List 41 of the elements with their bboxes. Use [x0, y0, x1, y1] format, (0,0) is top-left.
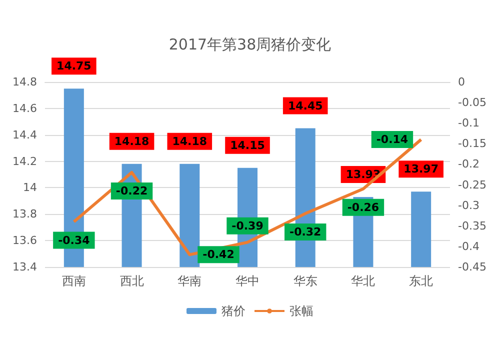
- x-tick-label: 华南: [178, 274, 202, 288]
- data-label: 14.18: [172, 134, 208, 148]
- y-tick-label: 14: [23, 181, 37, 194]
- data-label: 13.97: [404, 162, 438, 176]
- y2-tick-label: -0.05: [458, 96, 486, 110]
- y-tick-label: 14.2: [12, 154, 37, 168]
- y2-tick-label: -0.4: [458, 240, 480, 253]
- x-tick-label: 西南: [62, 274, 86, 288]
- y2-tick-label: -0.3: [458, 198, 480, 212]
- y-tick-label: 13.4: [12, 260, 37, 274]
- x-tick-label: 东北: [409, 274, 434, 288]
- data-label: 14.45: [288, 99, 323, 112]
- data-label: -0.39: [232, 219, 264, 232]
- y-tick-label: 14.6: [12, 102, 37, 115]
- y2-tick-label: -0.25: [458, 178, 486, 192]
- x-tick-label: 华东: [293, 274, 318, 288]
- x-tick-label: 西北: [120, 274, 144, 288]
- data-label: -0.32: [290, 226, 322, 239]
- data-label: -0.34: [58, 234, 90, 247]
- legend-label: 猪价: [222, 304, 246, 318]
- data-label: 14.18: [114, 134, 150, 148]
- chart-title: 2017年第38周猪价变化: [168, 36, 332, 54]
- y-tick-label: 13.6: [12, 234, 37, 248]
- y2-tick-label: -0.1: [458, 116, 480, 130]
- legend-label: 张幅: [290, 304, 314, 318]
- data-label: 14.75: [56, 60, 92, 73]
- y2-tick-label: -0.35: [458, 219, 486, 232]
- data-label: -0.14: [376, 133, 408, 146]
- y2-tick-label: -0.45: [458, 260, 486, 274]
- data-label: -0.42: [202, 248, 234, 262]
- y2-tick-label: -0.2: [458, 158, 480, 171]
- x-tick-label: 华北: [351, 274, 376, 288]
- data-label: -0.22: [116, 184, 148, 198]
- y2-tick-label: 0: [458, 76, 465, 88]
- x-tick-label: 华中: [236, 274, 260, 288]
- data-label: 14.15: [230, 138, 265, 152]
- y2-tick-label: -0.15: [458, 137, 486, 150]
- y-tick-label: 14.4: [12, 128, 37, 142]
- y-tick-label: 13.8: [12, 208, 37, 221]
- data-label: -0.26: [347, 200, 380, 214]
- y-tick-label: 14.8: [12, 76, 37, 88]
